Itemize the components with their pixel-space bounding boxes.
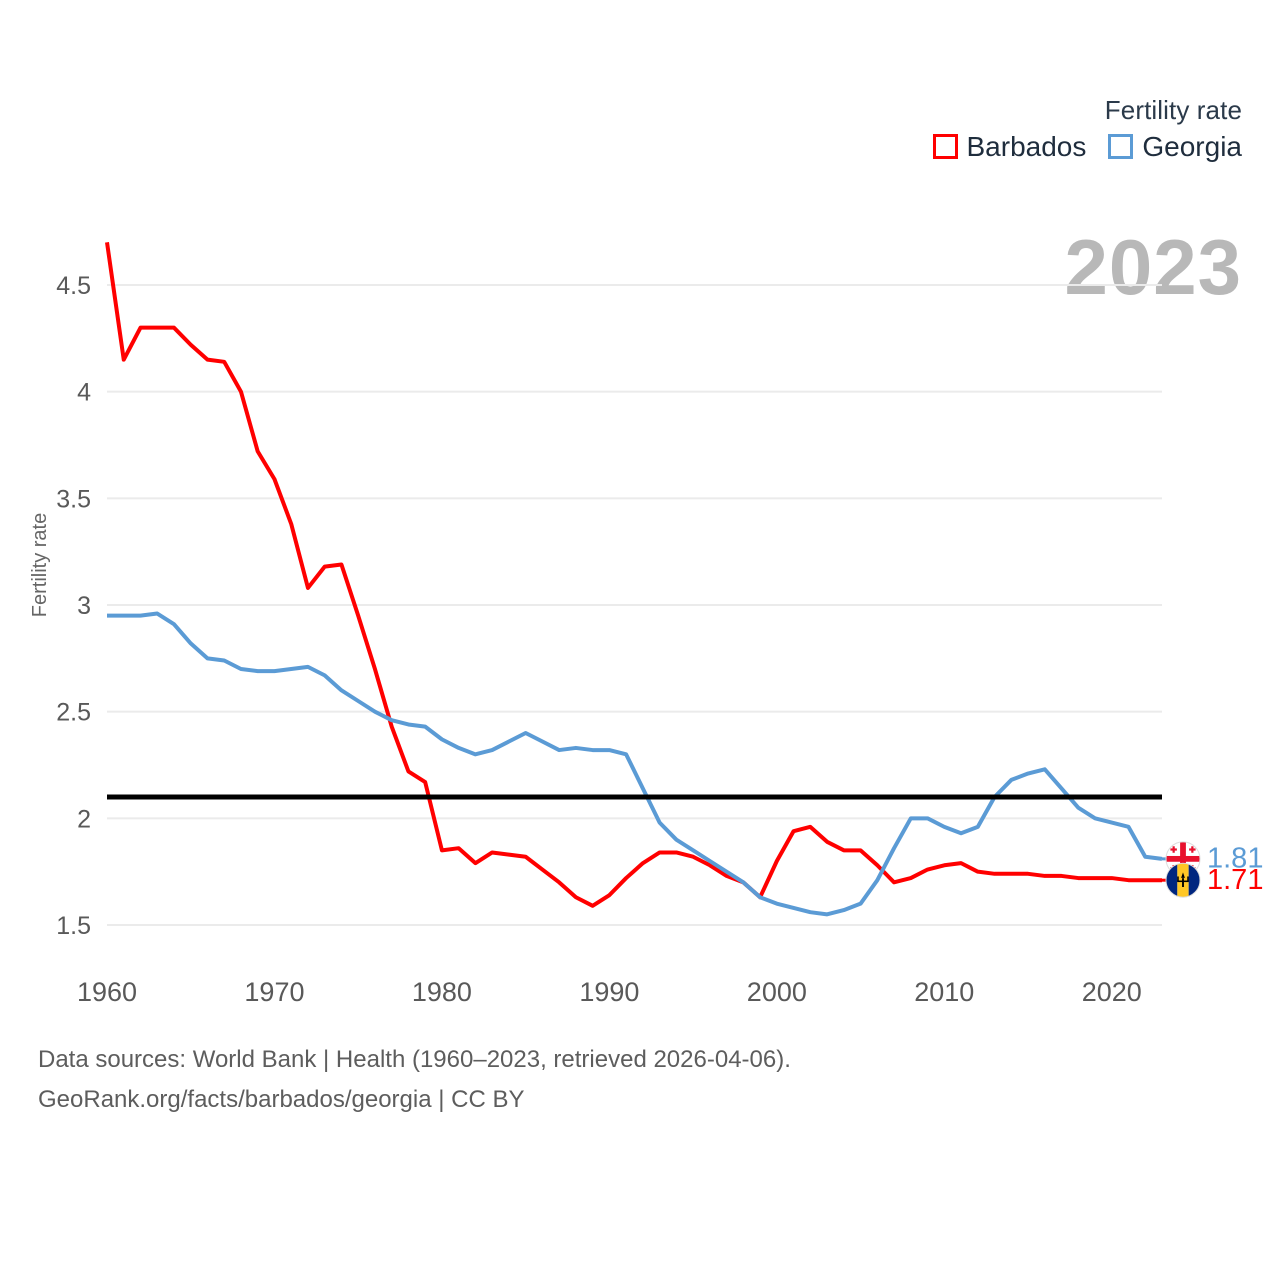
x-tick-label: 2000 <box>747 977 807 1007</box>
x-tick-label: 2020 <box>1082 977 1142 1007</box>
legend-label-georgia: Georgia <box>1142 130 1242 162</box>
y-axis-title: Fertility rate <box>29 513 51 617</box>
y-tick-label: 2 <box>77 805 91 833</box>
end-value-barbados: 1.71 <box>1207 864 1263 896</box>
x-tick-label: 1970 <box>244 977 304 1007</box>
year-watermark: 2023 <box>1064 223 1242 311</box>
x-tick-label: 2010 <box>914 977 974 1007</box>
end-value-georgia: 1.81 <box>1207 843 1263 875</box>
y-tick-label: 4.5 <box>56 272 91 300</box>
x-axis-ticks: 1960 1970 1980 1990 2000 2010 2020 <box>77 977 1142 1007</box>
x-tick-label: 1980 <box>412 977 472 1007</box>
y-tick-label: 1.5 <box>56 912 91 940</box>
data-series <box>105 242 1163 917</box>
end-labels: 1.811.71 <box>1162 841 1263 898</box>
series-line-barbados <box>105 242 1162 908</box>
y-tick-label: 3 <box>77 592 91 620</box>
y-axis-ticks: 1.5 2 2.5 3 3.5 4 4.5 <box>56 272 91 940</box>
legend-item-barbados[interactable]: Barbados <box>932 130 1087 162</box>
y-tick-label: 2.5 <box>56 699 91 727</box>
legend-title: Fertility rate <box>1104 95 1242 125</box>
y-tick-label: 4 <box>77 379 91 407</box>
barbados-flag <box>1165 862 1201 898</box>
legend-items: Barbados Georgia <box>932 130 1242 162</box>
legend-label-barbados: Barbados <box>966 130 1087 162</box>
chart-legend: Fertility rate Barbados Georgia <box>932 95 1242 162</box>
x-tick-label: 1960 <box>77 977 137 1007</box>
gridlines <box>107 284 1162 926</box>
legend-swatch-barbados <box>932 134 958 160</box>
footer-line-1: Data sources: World Bank | Health (1960–… <box>38 1046 791 1073</box>
footer-credits: Data sources: World Bank | Health (1960–… <box>38 1040 791 1119</box>
legend-swatch-georgia <box>1108 134 1134 160</box>
footer-line-2: GeoRank.org/facts/barbados/georgia | CC … <box>38 1085 525 1113</box>
legend-item-georgia[interactable]: Georgia <box>1108 130 1242 162</box>
y-tick-label: 3.5 <box>56 485 91 513</box>
series-line-georgia <box>107 611 1163 917</box>
x-tick-label: 1990 <box>579 977 639 1007</box>
